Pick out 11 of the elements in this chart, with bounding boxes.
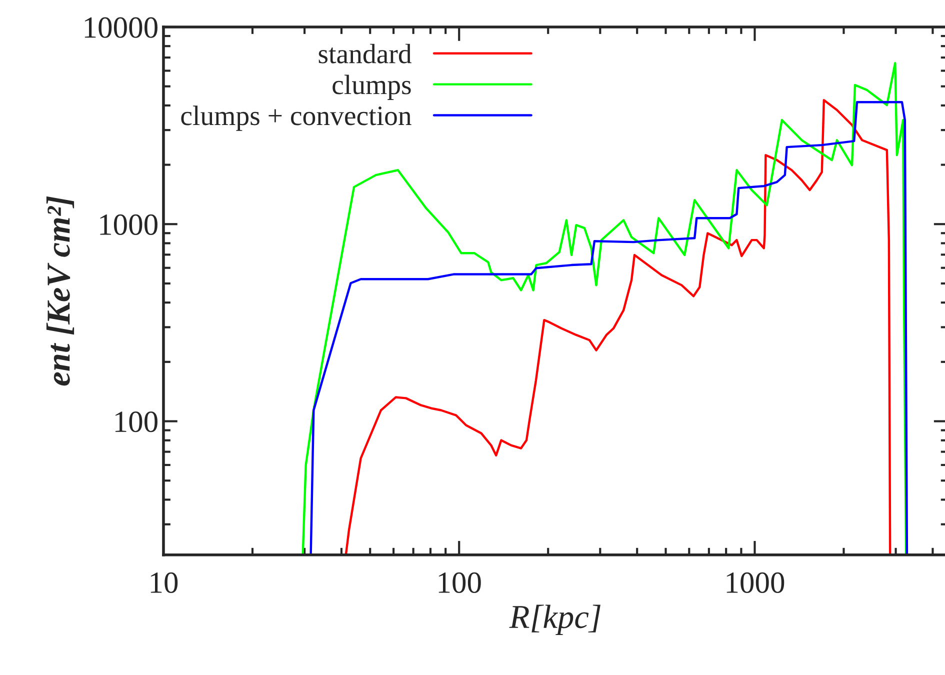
y-tick-label: 1000 (100, 214, 158, 236)
y-tick-label: 100 (115, 412, 158, 432)
y-tick-label: 10000 (84, 17, 158, 38)
x-tick-label: 100 (438, 572, 481, 594)
x-tick-label: 1000 (726, 572, 784, 594)
legend-label: clumps (332, 74, 411, 100)
x-tick-label: 10 (150, 572, 178, 594)
legend-label: standard (318, 44, 412, 64)
x-axis-title: R[kpc] (509, 604, 600, 636)
legend-label: clumps + convection (181, 106, 412, 131)
y-axis-title: ent [KeV cm²] (46, 196, 74, 386)
